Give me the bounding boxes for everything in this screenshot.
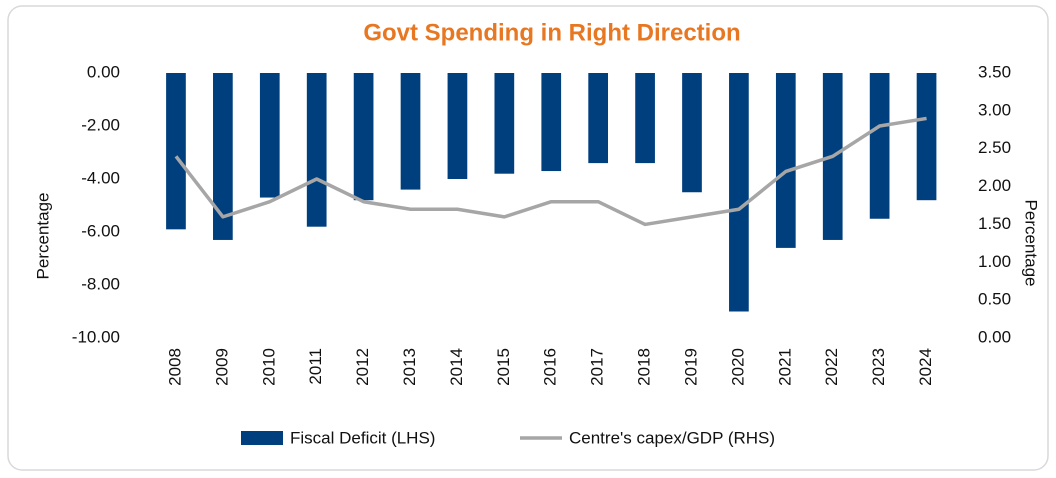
x-tick-label: 2014 bbox=[447, 348, 466, 386]
x-tick-label: 2023 bbox=[869, 348, 888, 386]
x-tick-label: 2009 bbox=[212, 348, 231, 386]
bar bbox=[775, 73, 796, 248]
x-tick-label: 2016 bbox=[541, 348, 560, 386]
bar bbox=[213, 73, 233, 240]
x-tick-label: 2012 bbox=[353, 348, 372, 386]
x-tick-label: 2008 bbox=[165, 348, 184, 386]
chart-title: Govt Spending in Right Direction bbox=[363, 19, 740, 46]
bar bbox=[635, 73, 655, 164]
x-tick-label: 2020 bbox=[728, 348, 747, 386]
legend-label: Centre's capex/GDP (RHS) bbox=[569, 428, 775, 447]
bar bbox=[729, 73, 749, 312]
y-tick-label: -6.00 bbox=[81, 221, 120, 240]
bar bbox=[306, 73, 327, 227]
y-axis-label: Percentage bbox=[33, 193, 52, 280]
y-tick-label: -10.00 bbox=[72, 327, 120, 346]
bar bbox=[353, 73, 374, 201]
bar bbox=[682, 73, 702, 193]
legend-label: Fiscal Deficit (LHS) bbox=[290, 428, 435, 447]
bar bbox=[869, 73, 890, 219]
legend-swatch bbox=[241, 431, 283, 445]
bar bbox=[916, 73, 937, 201]
line bbox=[174, 116, 927, 227]
bar bbox=[259, 73, 280, 198]
y-tick-label: -2.00 bbox=[81, 115, 120, 134]
x-tick-label: 2011 bbox=[306, 348, 325, 385]
bar bbox=[494, 73, 515, 174]
x-tick-label: 2021 bbox=[775, 348, 794, 386]
bar bbox=[447, 73, 468, 179]
y2-tick-label: 1.50 bbox=[978, 214, 1011, 233]
y2-tick-label: 1.00 bbox=[978, 252, 1011, 271]
chart-border bbox=[7, 5, 1049, 471]
x-tick-label: 2017 bbox=[588, 348, 607, 386]
y-tick-label: -4.00 bbox=[81, 168, 120, 187]
y2-tick-label: 2.00 bbox=[978, 176, 1011, 195]
x-tick-label: 2024 bbox=[916, 348, 935, 386]
bar bbox=[588, 73, 609, 164]
y2-tick-label: 2.50 bbox=[978, 138, 1011, 157]
y-tick-label: -8.00 bbox=[81, 274, 120, 293]
bar bbox=[541, 73, 562, 172]
y2-axis-label: Percentage bbox=[1022, 200, 1041, 287]
x-tick-label: 2019 bbox=[681, 348, 700, 386]
x-tick-label: 2015 bbox=[494, 348, 513, 386]
bar bbox=[400, 73, 421, 190]
bar bbox=[166, 73, 186, 230]
y2-tick-label: 3.50 bbox=[978, 62, 1011, 81]
x-tick-label: 2010 bbox=[259, 348, 278, 386]
y2-tick-label: 3.00 bbox=[978, 100, 1011, 119]
x-tick-label: 2022 bbox=[822, 348, 841, 386]
y-tick-label: 0.00 bbox=[87, 62, 120, 81]
y2-tick-label: 0.50 bbox=[978, 290, 1011, 309]
x-tick-label: 2018 bbox=[635, 348, 654, 386]
x-tick-label: 2013 bbox=[400, 348, 419, 386]
y2-tick-label: 0.00 bbox=[978, 327, 1011, 346]
